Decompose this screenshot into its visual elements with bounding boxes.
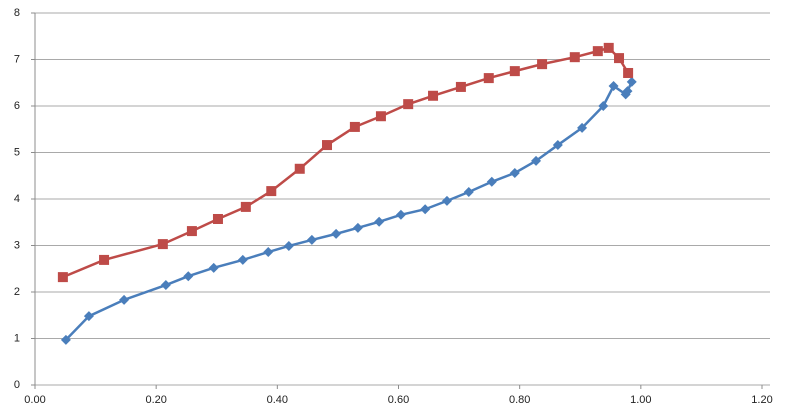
y-tick-label: 6 [14, 100, 20, 112]
x-tick-label: 0.40 [267, 394, 288, 406]
marker [603, 42, 614, 53]
marker [592, 46, 603, 57]
marker [455, 81, 466, 92]
marker [420, 204, 431, 215]
marker [552, 140, 563, 151]
y-tick-label: 5 [14, 146, 20, 158]
marker [157, 239, 168, 250]
marker [395, 209, 406, 220]
marker [623, 67, 634, 78]
x-tick-label: 0.20 [145, 394, 166, 406]
marker [294, 163, 305, 174]
marker [537, 59, 548, 70]
marker [577, 122, 588, 133]
marker [441, 195, 452, 206]
marker [375, 111, 386, 122]
x-tick-label: 1.20 [751, 394, 772, 406]
marker [160, 280, 171, 291]
marker [509, 167, 520, 178]
marker [322, 140, 333, 151]
marker [463, 187, 474, 198]
marker [60, 334, 71, 345]
series-line [62, 46, 630, 279]
x-tick-label: 0.80 [509, 394, 530, 406]
marker [531, 155, 542, 166]
marker [208, 262, 219, 273]
marker [283, 240, 294, 251]
y-tick-label: 7 [14, 53, 20, 65]
x-tick-label: 0.00 [24, 394, 45, 406]
marker [569, 52, 580, 63]
x-tick-label: 1.00 [630, 394, 651, 406]
marker [622, 86, 633, 97]
marker [486, 176, 497, 187]
marker [119, 294, 130, 305]
marker [608, 81, 619, 92]
y-tick-label: 2 [14, 286, 20, 298]
y-tick-label: 4 [14, 193, 20, 205]
y-tick-label: 0 [14, 379, 20, 391]
marker [186, 226, 197, 237]
marker [183, 271, 194, 282]
marker [626, 76, 637, 87]
marker [306, 234, 317, 245]
y-tick-label: 1 [14, 332, 20, 344]
marker [83, 311, 94, 322]
marker [509, 66, 520, 77]
marker [263, 247, 274, 258]
x-tick-label: 0.60 [388, 394, 409, 406]
marker [352, 222, 363, 233]
marker [266, 186, 277, 197]
marker [349, 121, 360, 132]
marker [99, 254, 110, 265]
marker [614, 53, 625, 64]
series-line [65, 81, 633, 341]
marker [237, 254, 248, 265]
y-tick-label: 8 [14, 7, 20, 19]
marker [403, 99, 414, 110]
marker [240, 201, 251, 212]
marker [212, 213, 223, 224]
marker [598, 101, 609, 111]
marker [57, 272, 68, 283]
marker [483, 73, 494, 84]
marker [331, 228, 342, 239]
marker [428, 90, 439, 101]
y-tick-label: 3 [14, 239, 20, 251]
marker [374, 216, 385, 227]
